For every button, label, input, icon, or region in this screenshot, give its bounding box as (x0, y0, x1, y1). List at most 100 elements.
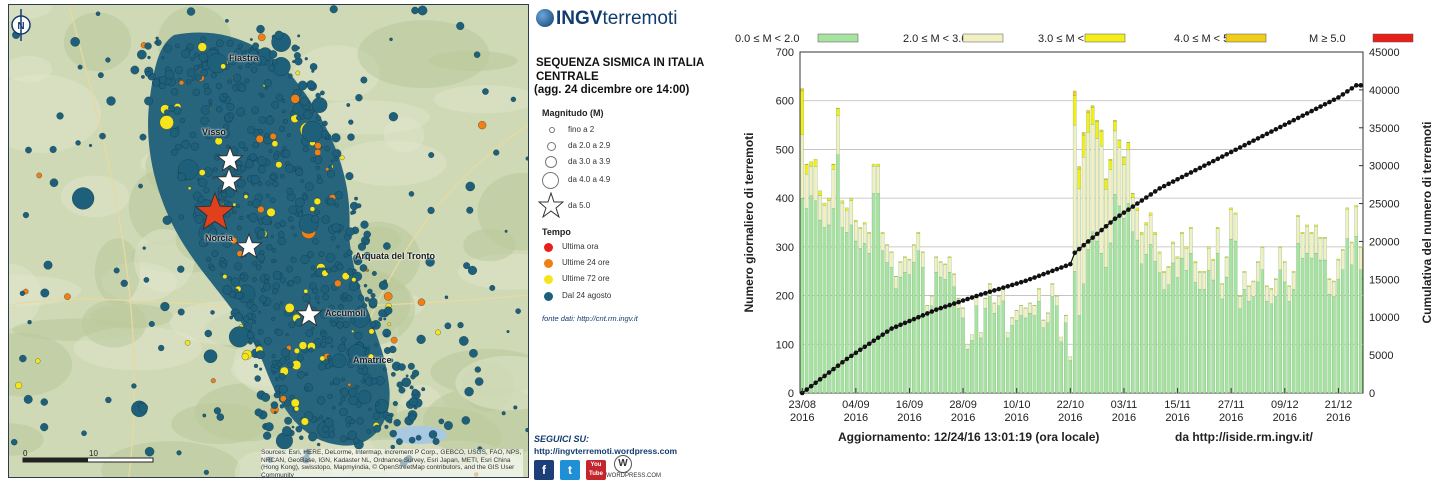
cumulative-point (1327, 99, 1332, 105)
bar-segment-m2 (1068, 356, 1072, 361)
earthquake-dot (269, 197, 276, 204)
earthquake-dot (284, 303, 295, 313)
bar-segment-m3 (858, 227, 862, 229)
earthquake-dot (330, 320, 337, 327)
cumulative-point (862, 344, 868, 350)
earthquake-dot (257, 181, 263, 186)
blog-link[interactable]: http://ingvterremoti.wordpress.com (534, 446, 678, 456)
earthquake-dot (363, 239, 370, 245)
cumulative-point (996, 286, 1002, 292)
bar-segment-m3 (1251, 280, 1256, 283)
bar-segment-m3 (809, 161, 813, 167)
earthquake-dot (274, 222, 281, 229)
cumulative-point (1309, 108, 1314, 114)
earthquake-dot (220, 63, 226, 70)
bar-segment-m0 (1139, 263, 1144, 394)
bar-segment-m0 (1059, 341, 1064, 394)
earthquake-dot (405, 374, 409, 378)
earthquake-dot (322, 293, 329, 301)
youtube-icon[interactable]: You Tube (586, 460, 606, 480)
bar-segment-m2 (800, 134, 804, 199)
cumulative-point (1161, 183, 1167, 189)
bar-segment-m0 (1327, 293, 1332, 394)
earthquake-dot (282, 149, 291, 158)
bar-segment-m3 (849, 198, 854, 201)
cumulative-point (1023, 278, 1028, 284)
wordpress-icon[interactable]: W (614, 455, 632, 473)
bar-segment-m4 (1099, 129, 1104, 132)
earthquake-dot (301, 120, 324, 143)
earthquake-dot (266, 244, 273, 251)
bar-segment-m0 (1296, 243, 1300, 394)
bar-segment-m0 (1318, 259, 1323, 394)
town-label-accumoli: Accumoli (325, 308, 366, 318)
bar-segment-m0 (996, 305, 1001, 394)
bar-segment-m0 (800, 198, 804, 394)
bar-segment-m2 (1274, 279, 1278, 297)
twitter-icon[interactable]: t (560, 460, 580, 480)
bar-segment-m2 (1072, 124, 1077, 272)
earthquake-dot (324, 418, 334, 428)
cumulative-point (1036, 273, 1042, 279)
facebook-icon[interactable]: f (534, 460, 554, 480)
update-timestamp: Aggiornamento: 12/24/16 13:01:19 (ora lo… (838, 430, 1099, 444)
bar-segment-m3 (1122, 157, 1126, 165)
earthquake-dot (228, 112, 234, 119)
bar-segment-m0 (1265, 301, 1269, 394)
bar-segment-m3 (1175, 256, 1180, 259)
earthquake-dot (296, 115, 302, 121)
earthquake-dot (272, 288, 278, 295)
cumulative-point (871, 338, 877, 344)
earthquake-dot (317, 174, 321, 179)
earthquake-dot (168, 105, 175, 112)
earthquake-dot (432, 438, 440, 445)
earthquake-dot (161, 56, 165, 60)
cumulative-point (907, 318, 912, 324)
cumulative-point (893, 324, 899, 329)
bar-segment-m2 (1108, 169, 1113, 244)
earthquake-dot (392, 400, 398, 407)
cumulative-point (866, 341, 872, 347)
earthquake-dot (372, 412, 381, 420)
bar-segment-m2 (1122, 164, 1126, 219)
earthquake-dot (220, 262, 227, 269)
earthquake-dot (428, 152, 435, 159)
bar-segment-m2 (1341, 250, 1345, 270)
earthquake-dot (72, 187, 95, 210)
earthquake-dot (295, 197, 305, 208)
bar-segment-m0 (1358, 269, 1363, 394)
bar-segment-m2 (1117, 147, 1122, 207)
bar-segment-m3 (871, 163, 876, 167)
bar-segment-m2 (1126, 149, 1131, 204)
earthquake-dot (241, 353, 249, 361)
earthquake-dot (474, 377, 484, 386)
bar-segment-m3 (1327, 278, 1332, 280)
bar-segment-m3 (1108, 160, 1113, 171)
earthquake-dot (302, 294, 311, 302)
earthquake-dot (231, 209, 237, 214)
earthquake-dot (194, 214, 204, 224)
earthquake-dot (286, 187, 294, 195)
circle-icon (547, 142, 556, 151)
cumulative-point (1251, 138, 1256, 143)
earthquake-dot (175, 43, 180, 49)
terrain-patch (455, 355, 528, 411)
earthquake-dot (504, 229, 508, 233)
earthquake-dot (293, 276, 301, 284)
bar-segment-m3 (1099, 131, 1104, 147)
time-legend-label: Ultime 72 ore (562, 274, 610, 283)
earthquake-dot (259, 367, 263, 371)
terrain-patch (81, 299, 147, 348)
earthquake-dot (444, 322, 452, 330)
cumulative-point (1233, 147, 1238, 153)
bar-segment-m3 (1157, 251, 1162, 254)
earthquake-dot (184, 340, 191, 346)
earthquake-dot (319, 355, 326, 362)
earthquake-dot (314, 295, 320, 300)
earthquake-dot (220, 232, 225, 237)
magnitude-legend-label: da 5.0 (568, 201, 591, 210)
bar-segment-m0 (970, 340, 974, 394)
legend-swatch (1084, 33, 1126, 43)
earthquake-dot (237, 43, 243, 49)
bar-segment-m0 (929, 305, 934, 394)
